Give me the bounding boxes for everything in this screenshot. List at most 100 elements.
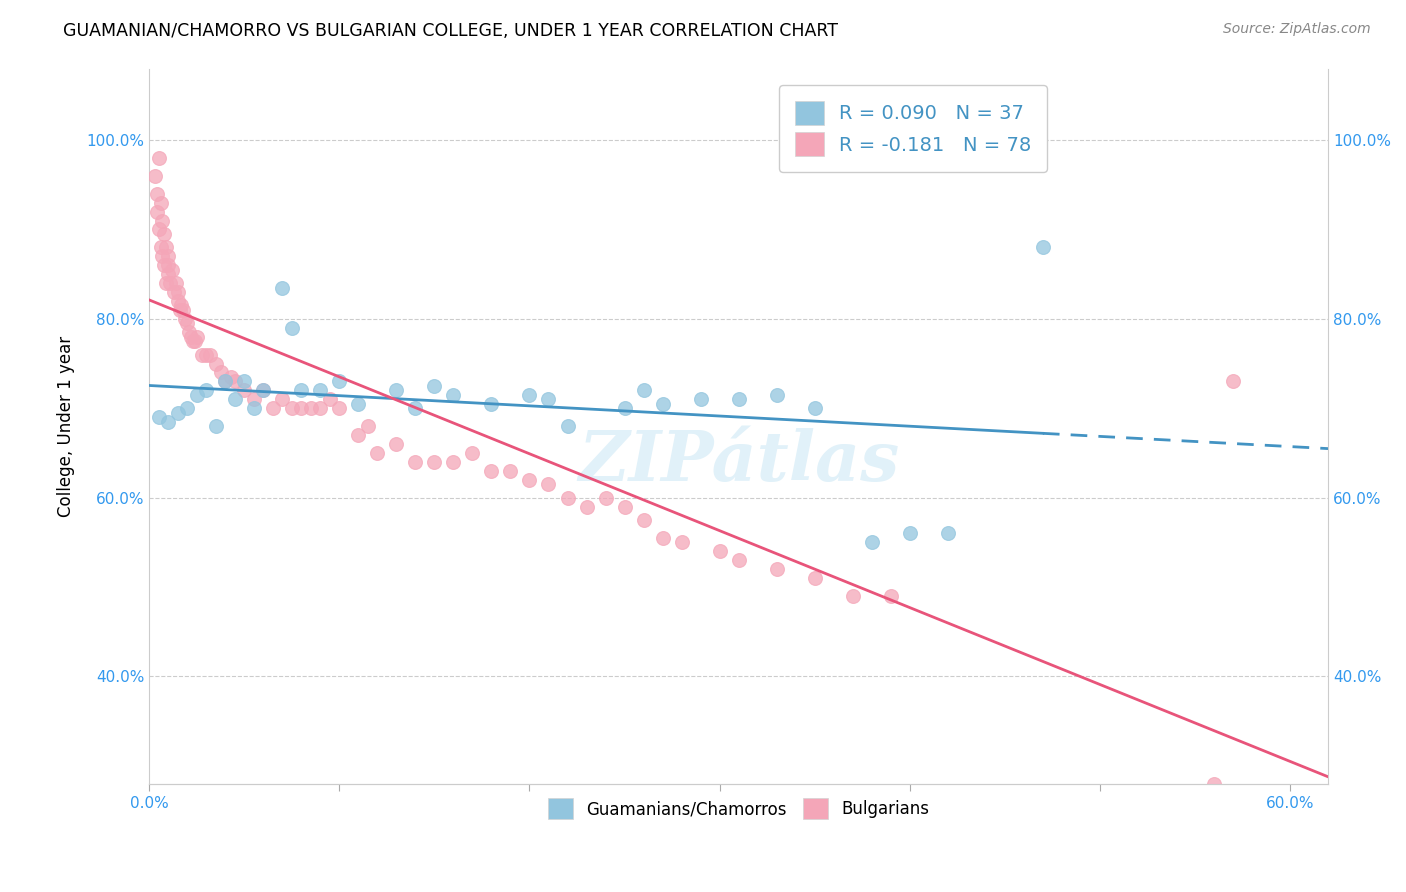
Point: [219, 370, 242, 384]
Point: [148, 410, 170, 425]
Point: [671, 535, 693, 549]
Point: [145, 186, 167, 201]
Point: [499, 464, 522, 478]
Point: [281, 401, 304, 416]
Point: [299, 401, 322, 416]
Point: [155, 276, 177, 290]
Point: [936, 526, 959, 541]
Point: [149, 240, 172, 254]
Point: [1202, 777, 1225, 791]
Point: [290, 401, 312, 416]
Point: [328, 375, 350, 389]
Point: [347, 428, 370, 442]
Point: [860, 535, 883, 549]
Point: [651, 397, 673, 411]
Point: [537, 477, 560, 491]
Point: [233, 375, 256, 389]
Point: [481, 464, 503, 478]
Point: [252, 384, 274, 398]
Point: [404, 455, 426, 469]
Point: [155, 240, 177, 254]
Point: [595, 491, 617, 505]
Point: [262, 401, 284, 416]
Point: [204, 419, 226, 434]
Point: [898, 526, 921, 541]
Point: [309, 401, 332, 416]
Point: [880, 589, 903, 603]
Point: [385, 384, 408, 398]
Point: [537, 392, 560, 407]
Point: [613, 500, 636, 514]
Point: [651, 531, 673, 545]
Point: [172, 302, 194, 317]
Point: [481, 397, 503, 411]
Point: [209, 366, 232, 380]
Point: [214, 375, 236, 389]
Point: [1032, 240, 1054, 254]
Point: [423, 455, 446, 469]
Point: [180, 329, 202, 343]
Point: [166, 285, 188, 299]
Point: [170, 298, 193, 312]
Text: ZIPátlas: ZIPátlas: [578, 428, 900, 496]
Point: [309, 384, 332, 398]
Point: [441, 455, 464, 469]
Point: [423, 379, 446, 393]
Point: [157, 249, 180, 263]
Text: GUAMANIAN/CHAMORRO VS BULGARIAN COLLEGE, UNDER 1 YEAR CORRELATION CHART: GUAMANIAN/CHAMORRO VS BULGARIAN COLLEGE,…: [63, 22, 838, 40]
Point: [163, 285, 186, 299]
Y-axis label: College, Under 1 year: College, Under 1 year: [58, 335, 75, 516]
Point: [519, 388, 541, 402]
Point: [727, 553, 749, 567]
Point: [186, 388, 208, 402]
Point: [441, 388, 464, 402]
Point: [195, 384, 218, 398]
Point: [157, 267, 180, 281]
Point: [385, 437, 408, 451]
Point: [157, 258, 180, 272]
Point: [319, 392, 342, 407]
Point: [152, 213, 174, 227]
Point: [633, 513, 655, 527]
Point: [159, 276, 181, 290]
Point: [765, 388, 787, 402]
Point: [557, 419, 579, 434]
Point: [357, 419, 380, 434]
Text: Source: ZipAtlas.com: Source: ZipAtlas.com: [1223, 22, 1371, 37]
Point: [160, 262, 183, 277]
Point: [242, 392, 264, 407]
Point: [186, 329, 208, 343]
Point: [519, 473, 541, 487]
Point: [143, 169, 166, 183]
Point: [366, 446, 388, 460]
Point: [153, 258, 176, 272]
Point: [157, 415, 180, 429]
Point: [148, 151, 170, 165]
Legend: Guamanians/Chamorros, Bulgarians: Guamanians/Chamorros, Bulgarians: [541, 792, 936, 825]
Point: [149, 195, 172, 210]
Point: [165, 276, 187, 290]
Point: [176, 401, 198, 416]
Point: [803, 401, 825, 416]
Point: [169, 302, 191, 317]
Point: [328, 401, 350, 416]
Point: [689, 392, 711, 407]
Point: [174, 311, 197, 326]
Point: [765, 562, 787, 576]
Point: [252, 384, 274, 398]
Point: [709, 544, 731, 558]
Point: [176, 316, 198, 330]
Point: [233, 384, 256, 398]
Point: [153, 227, 176, 241]
Point: [461, 446, 484, 460]
Point: [271, 392, 294, 407]
Point: [803, 571, 825, 585]
Point: [842, 589, 865, 603]
Point: [224, 392, 246, 407]
Point: [633, 384, 655, 398]
Point: [145, 204, 167, 219]
Point: [613, 401, 636, 416]
Point: [727, 392, 749, 407]
Point: [204, 357, 226, 371]
Point: [290, 384, 312, 398]
